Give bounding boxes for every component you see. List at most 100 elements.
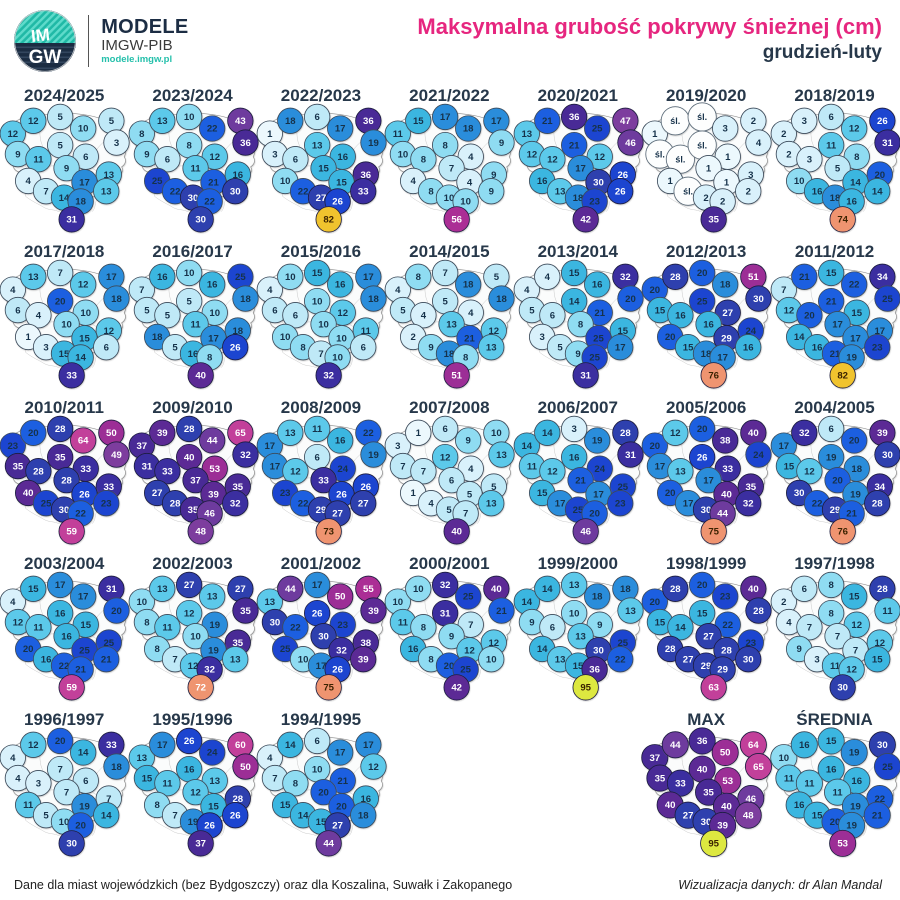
svg-text:40: 40 — [665, 800, 676, 811]
svg-text:22: 22 — [363, 428, 374, 439]
svg-text:11: 11 — [190, 163, 201, 174]
svg-text:4: 4 — [786, 617, 792, 628]
svg-text:17: 17 — [575, 163, 586, 174]
svg-text:10: 10 — [81, 308, 92, 319]
svg-text:10: 10 — [312, 764, 323, 775]
svg-text:39: 39 — [877, 428, 888, 439]
svg-text:26: 26 — [204, 821, 215, 832]
svg-text:10: 10 — [280, 176, 291, 187]
svg-text:18: 18 — [75, 197, 86, 208]
svg-text:14: 14 — [850, 177, 861, 188]
svg-text:śl.: śl. — [697, 112, 707, 122]
svg-text:11: 11 — [190, 319, 201, 330]
svg-text:5: 5 — [44, 810, 50, 821]
svg-text:10: 10 — [398, 149, 409, 160]
svg-text:33: 33 — [162, 466, 173, 477]
svg-text:6: 6 — [293, 154, 298, 165]
svg-text:9: 9 — [64, 163, 69, 174]
svg-text:27: 27 — [183, 580, 194, 591]
svg-text:4: 4 — [467, 177, 473, 188]
svg-text:23: 23 — [589, 197, 600, 208]
svg-text:26: 26 — [332, 665, 343, 676]
svg-text:16: 16 — [846, 197, 857, 208]
svg-text:82: 82 — [323, 215, 334, 226]
svg-text:26: 26 — [229, 342, 240, 353]
svg-text:11: 11 — [783, 773, 794, 784]
svg-text:15: 15 — [336, 177, 347, 188]
svg-text:11: 11 — [804, 778, 815, 789]
svg-text:48: 48 — [195, 527, 206, 538]
svg-text:18: 18 — [497, 294, 508, 305]
svg-text:25: 25 — [589, 353, 600, 364]
svg-text:9: 9 — [489, 186, 494, 197]
svg-text:3: 3 — [801, 116, 806, 127]
svg-text:12: 12 — [465, 645, 476, 656]
svg-text:1: 1 — [725, 152, 731, 163]
svg-text:12: 12 — [13, 617, 24, 628]
svg-text:7: 7 — [852, 645, 857, 656]
svg-text:18: 18 — [358, 810, 369, 821]
svg-text:30: 30 — [837, 683, 848, 694]
svg-text:12: 12 — [851, 620, 862, 631]
svg-text:6: 6 — [361, 342, 366, 353]
svg-text:19: 19 — [850, 801, 861, 812]
svg-text:28: 28 — [55, 424, 66, 435]
svg-text:32: 32 — [229, 498, 240, 509]
svg-text:2: 2 — [786, 149, 791, 160]
svg-text:95: 95 — [708, 839, 719, 850]
svg-text:śl.: śl. — [683, 186, 693, 196]
svg-text:39: 39 — [157, 428, 168, 439]
svg-text:47: 47 — [620, 116, 631, 127]
svg-text:39: 39 — [358, 654, 369, 665]
svg-text:11: 11 — [162, 778, 173, 789]
svg-text:1: 1 — [652, 129, 658, 140]
svg-text:7: 7 — [443, 268, 448, 279]
svg-text:17: 17 — [555, 498, 566, 509]
svg-text:4: 4 — [524, 285, 530, 296]
svg-text:23: 23 — [615, 498, 626, 509]
svg-text:4: 4 — [10, 597, 16, 608]
svg-text:21: 21 — [542, 116, 553, 127]
svg-text:12: 12 — [28, 116, 39, 127]
svg-text:2: 2 — [781, 129, 786, 140]
svg-text:8: 8 — [443, 140, 449, 151]
svg-text:22: 22 — [290, 622, 301, 633]
svg-text:20: 20 — [848, 436, 859, 447]
svg-text:6: 6 — [314, 736, 319, 747]
svg-text:8: 8 — [144, 617, 150, 628]
svg-text:20: 20 — [650, 441, 661, 452]
svg-text:40: 40 — [721, 801, 732, 812]
svg-text:10: 10 — [336, 333, 347, 344]
svg-text:4: 4 — [756, 138, 762, 149]
svg-text:16: 16 — [335, 436, 346, 447]
svg-text:23: 23 — [720, 592, 731, 603]
svg-text:6: 6 — [15, 305, 20, 316]
svg-text:11: 11 — [34, 622, 45, 633]
svg-text:27: 27 — [683, 810, 694, 821]
svg-text:10: 10 — [183, 112, 194, 123]
svg-text:7: 7 — [806, 622, 811, 633]
svg-text:26: 26 — [615, 186, 626, 197]
svg-text:13: 13 — [497, 450, 508, 461]
svg-text:13: 13 — [447, 319, 458, 330]
svg-text:20: 20 — [697, 580, 708, 591]
svg-text:15: 15 — [79, 333, 90, 344]
svg-text:8: 8 — [293, 778, 299, 789]
svg-text:26: 26 — [336, 489, 347, 500]
svg-text:18: 18 — [151, 332, 162, 343]
svg-text:17: 17 — [270, 461, 281, 472]
svg-text:16: 16 — [798, 740, 809, 751]
svg-text:16: 16 — [811, 342, 822, 353]
svg-text:3: 3 — [395, 441, 400, 452]
svg-text:20: 20 — [697, 268, 708, 279]
svg-text:10: 10 — [280, 332, 291, 343]
svg-text:10: 10 — [298, 654, 309, 665]
svg-text:13: 13 — [101, 186, 112, 197]
svg-text:21: 21 — [337, 776, 348, 787]
svg-text:21: 21 — [75, 665, 86, 676]
svg-text:13: 13 — [285, 428, 296, 439]
svg-text:32: 32 — [743, 498, 754, 509]
svg-text:26: 26 — [877, 116, 888, 127]
svg-text:51: 51 — [748, 272, 759, 283]
svg-text:17: 17 — [615, 342, 626, 353]
